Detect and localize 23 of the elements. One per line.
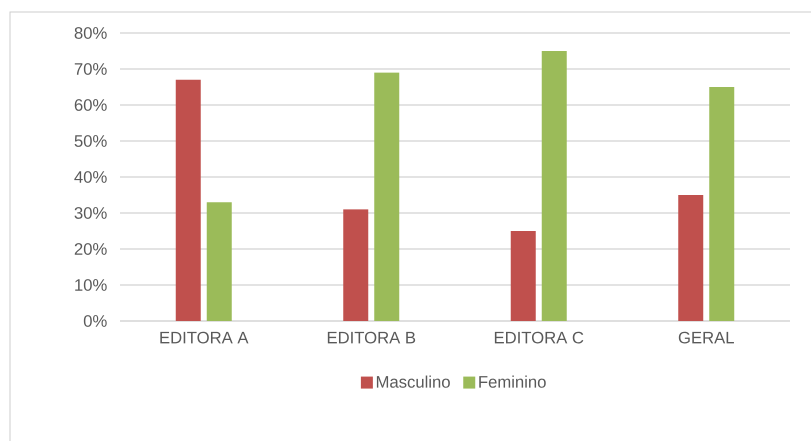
legend-label: Feminino xyxy=(479,376,546,388)
y-tick-label: 60% xyxy=(74,99,107,111)
legend-label: Masculino xyxy=(376,376,450,388)
y-tick-label: 10% xyxy=(75,279,107,291)
bar xyxy=(374,72,400,321)
bar xyxy=(206,202,232,321)
x-tick-label: EDITORA A xyxy=(160,332,248,344)
y-tick-label: 20% xyxy=(74,243,107,255)
bar xyxy=(678,194,704,321)
y-tick-label: 30% xyxy=(74,207,107,219)
y-tick-label: 0% xyxy=(84,315,107,327)
y-tick-label: 40% xyxy=(74,171,107,183)
x-tick-label: EDITORA C xyxy=(494,332,584,344)
y-tick-label: 70% xyxy=(74,63,107,75)
bar xyxy=(510,230,536,321)
bar xyxy=(343,209,368,321)
y-tick-label: 50% xyxy=(74,135,107,147)
x-tick-label: GERAL xyxy=(678,332,734,344)
bar xyxy=(176,80,201,321)
bar xyxy=(542,51,567,321)
bar xyxy=(709,87,734,321)
x-tick-label: EDITORA B xyxy=(328,332,416,344)
y-tick-label: 80% xyxy=(74,27,107,39)
